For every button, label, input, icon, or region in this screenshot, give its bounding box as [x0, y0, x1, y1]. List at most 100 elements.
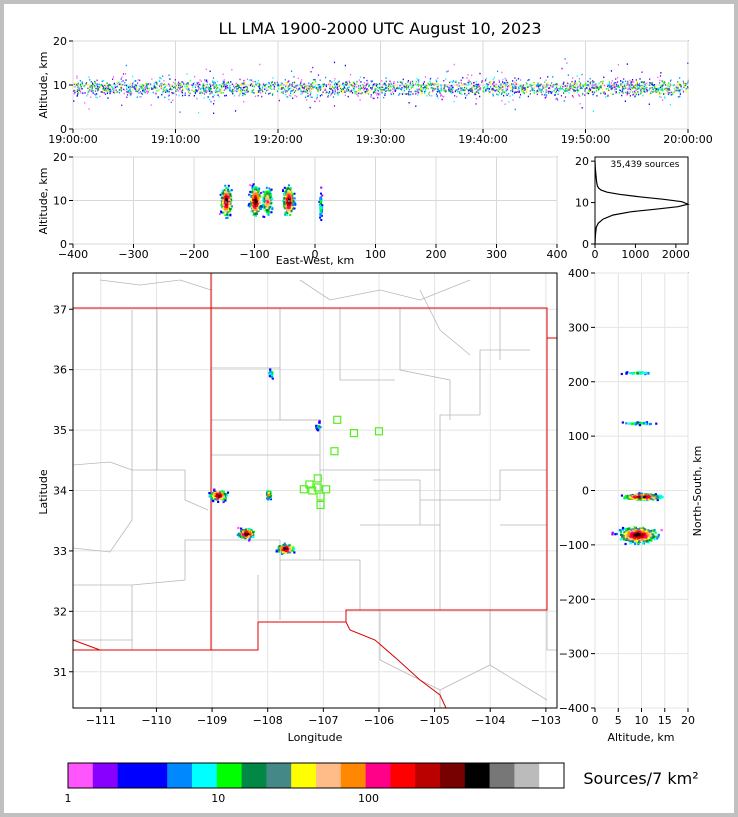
source-point: [609, 84, 611, 87]
source-point: [268, 93, 270, 95]
source-point: [537, 82, 539, 84]
source-point: [409, 84, 411, 86]
source-point: [359, 87, 361, 90]
source-point: [478, 92, 480, 94]
source-point: [594, 85, 596, 87]
source-point: [431, 87, 433, 89]
ew-source-cell: [257, 205, 260, 208]
source-point: [501, 84, 503, 87]
source-point: [98, 86, 101, 88]
plan-source-cell: [266, 489, 269, 492]
source-point: [151, 78, 153, 80]
source-point: [518, 87, 521, 89]
source-point: [137, 90, 139, 93]
source-point: [254, 80, 256, 83]
source-point: [554, 83, 557, 86]
ew-source-cell: [264, 201, 267, 204]
ew-source-cell: [268, 192, 271, 195]
source-point: [554, 88, 556, 90]
source-point: [389, 83, 391, 86]
ew-source-cell: [257, 194, 260, 197]
source-point: [115, 86, 117, 89]
source-point: [663, 88, 666, 90]
source-point: [214, 86, 217, 89]
source-point: [485, 79, 487, 81]
source-point: [671, 94, 673, 96]
source-point: [459, 92, 461, 95]
source-point: [141, 84, 143, 86]
source-point: [213, 94, 215, 96]
source-point: [214, 82, 216, 84]
source-point: [104, 93, 107, 96]
ew-source-cell: [221, 189, 224, 192]
source-point: [319, 85, 321, 88]
source-point: [477, 86, 479, 88]
source-point: [88, 85, 91, 87]
source-point: [443, 86, 446, 88]
source-point: [102, 86, 104, 88]
source-point: [226, 86, 228, 88]
source-point: [158, 79, 160, 82]
source-point: [667, 85, 669, 87]
ew-source-cell: [290, 206, 293, 209]
source-point: [602, 80, 604, 83]
source-point: [410, 93, 412, 96]
source-point: [452, 91, 454, 94]
source-point: [281, 88, 283, 91]
source-point: [610, 86, 612, 89]
source-point: [375, 92, 377, 94]
ns-source-cell: [654, 493, 657, 496]
source-point: [489, 81, 491, 83]
source-point: [605, 88, 607, 90]
source-point: [267, 89, 269, 92]
source-point: [192, 83, 194, 85]
source-point: [93, 85, 95, 88]
source-point: [520, 90, 523, 92]
plan-source-cell: [241, 530, 245, 533]
source-point: [272, 93, 274, 95]
source-point: [485, 88, 488, 90]
source-point: [433, 88, 436, 91]
source-point: [257, 79, 260, 82]
source-point: [303, 86, 306, 88]
source-point: [465, 87, 468, 90]
source-point: [328, 91, 331, 93]
source-point: [617, 63, 619, 66]
plan-source-cell: [240, 530, 243, 533]
ew-source-cell: [263, 215, 266, 218]
ew-source-cell: [256, 203, 259, 206]
source-point: [515, 91, 517, 93]
source-point: [683, 86, 686, 88]
source-point: [116, 81, 118, 84]
ew-source-cell: [224, 208, 227, 211]
source-point: [197, 85, 199, 88]
source-point: [502, 78, 504, 81]
plan-source-cell: [222, 498, 225, 501]
source-point: [295, 85, 297, 87]
source-point: [198, 88, 200, 90]
source-point: [194, 86, 197, 89]
source-point: [178, 82, 180, 84]
source-point: [341, 83, 344, 85]
source-point: [456, 83, 458, 86]
source-point: [333, 79, 335, 82]
source-point: [439, 90, 442, 92]
ew-source-cell: [285, 191, 288, 194]
source-point: [667, 92, 670, 94]
source-point: [103, 92, 105, 94]
source-point: [322, 85, 324, 88]
source-point: [305, 88, 308, 91]
source-point: [498, 89, 500, 92]
source-point: [641, 86, 643, 89]
plan-source-cell: [222, 500, 225, 504]
ew-source-cell: [249, 190, 252, 193]
source-point: [218, 96, 220, 98]
source-point: [314, 86, 317, 88]
source-point: [146, 84, 148, 87]
ns-source-cell: [635, 497, 638, 501]
source-point: [470, 90, 472, 92]
time-tick-label: 19:50:00: [561, 133, 610, 146]
ew-source-cell: [289, 196, 292, 199]
plan-source-cell: [244, 533, 247, 536]
source-point: [451, 90, 454, 92]
